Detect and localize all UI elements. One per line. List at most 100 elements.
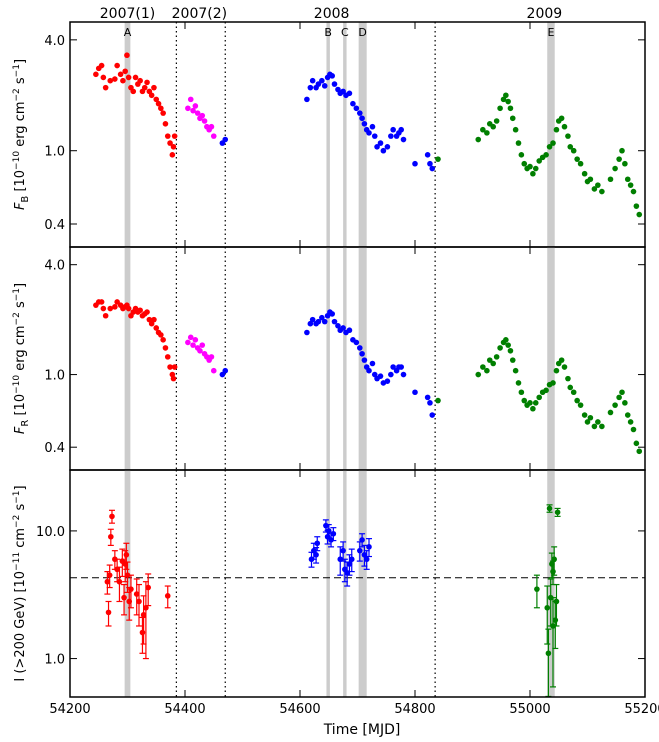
band-b: [326, 470, 330, 697]
data-point: [366, 367, 372, 374]
y-tick-label: 4.0: [44, 259, 65, 274]
data-point: [554, 509, 561, 516]
data-point: [144, 79, 150, 86]
data-point: [503, 337, 509, 343]
data-point: [315, 81, 322, 87]
data-point: [558, 115, 565, 122]
data-point: [112, 76, 118, 82]
data-point: [429, 412, 436, 418]
data-point: [314, 540, 321, 547]
data-point: [307, 320, 314, 327]
x-tick-label: 54400: [164, 702, 205, 717]
data-point: [574, 397, 580, 404]
panel-vhe: 1.0 10.0 54200 54400 54600 54800 55000 55200 I (…: [12, 469, 659, 717]
data-point: [475, 136, 482, 143]
data-point: [125, 305, 132, 312]
series-2009: [533, 504, 561, 698]
data-point: [369, 360, 376, 367]
data-point: [398, 126, 405, 133]
data-point: [330, 530, 337, 537]
data-point: [377, 373, 384, 379]
data-point: [622, 400, 628, 406]
panel-fb: A B C D E 0.4 1.0 4.0 FB [10−10 erg cm−2 s−1]: [12, 21, 646, 248]
data-point: [104, 578, 111, 585]
data-point: [553, 367, 560, 374]
data-point: [553, 126, 560, 133]
data-point: [521, 397, 528, 404]
data-point: [140, 612, 147, 618]
data-point: [139, 629, 146, 636]
data-point: [331, 81, 338, 87]
data-point: [427, 400, 433, 406]
data-point: [490, 123, 497, 130]
series-20071: [93, 52, 178, 158]
data-point: [328, 537, 334, 543]
data-point: [530, 405, 536, 412]
data-point: [429, 165, 436, 172]
data-point: [125, 74, 132, 81]
data-point: [98, 62, 105, 69]
data-point: [187, 334, 194, 341]
data-point: [412, 389, 418, 396]
data-point: [309, 77, 316, 84]
data-point: [627, 419, 634, 425]
data-point: [550, 568, 556, 575]
data-point: [505, 342, 511, 348]
data-point: [160, 337, 166, 343]
data-point: [518, 152, 525, 158]
data-point: [124, 572, 131, 578]
band-d: [358, 22, 367, 247]
band-label: B: [324, 26, 332, 39]
data-point: [636, 448, 643, 455]
data-point: [622, 160, 628, 167]
data-point: [143, 604, 149, 611]
band-c: [343, 22, 347, 247]
data-point: [567, 384, 574, 391]
data-point: [137, 307, 143, 314]
data-point: [371, 133, 378, 139]
data-point: [185, 105, 191, 112]
data-point: [145, 584, 151, 591]
data-point: [307, 84, 314, 91]
series-2009: [435, 337, 643, 455]
band-b: [326, 247, 330, 470]
data-point: [607, 176, 614, 183]
period-labels: 2007(1) 2007(2) 2008 2009: [100, 6, 562, 22]
data-point: [361, 357, 368, 363]
data-point: [340, 325, 346, 331]
data-point: [128, 586, 134, 592]
data-point: [155, 100, 162, 107]
data-point: [380, 147, 387, 154]
x-tick-label: 55200: [624, 702, 659, 717]
data-point: [344, 569, 350, 576]
data-point: [480, 364, 486, 370]
data-point: [192, 103, 199, 109]
data-point: [581, 412, 588, 418]
data-point: [577, 402, 584, 408]
band-a: [124, 247, 131, 470]
data-point: [346, 327, 353, 334]
data-point: [171, 133, 178, 139]
data-point: [435, 397, 441, 404]
x-tick-label: 55000: [509, 702, 550, 717]
data-point: [353, 339, 360, 346]
data-point: [357, 547, 363, 554]
data-point: [222, 367, 229, 374]
data-point: [490, 360, 497, 367]
data-point: [219, 371, 226, 378]
band-c: [343, 247, 347, 470]
data-point: [136, 598, 142, 605]
data-point: [171, 364, 178, 370]
data-point: [309, 316, 316, 323]
data-point: [100, 74, 107, 81]
data-point: [363, 556, 370, 563]
data-point: [565, 133, 571, 139]
data-point: [599, 188, 605, 195]
data-point: [321, 318, 328, 325]
data-point: [424, 394, 431, 401]
data-point: [475, 371, 482, 378]
data-point: [153, 96, 160, 103]
data-point: [109, 513, 115, 520]
y-tick-label: 0.4: [44, 218, 65, 233]
